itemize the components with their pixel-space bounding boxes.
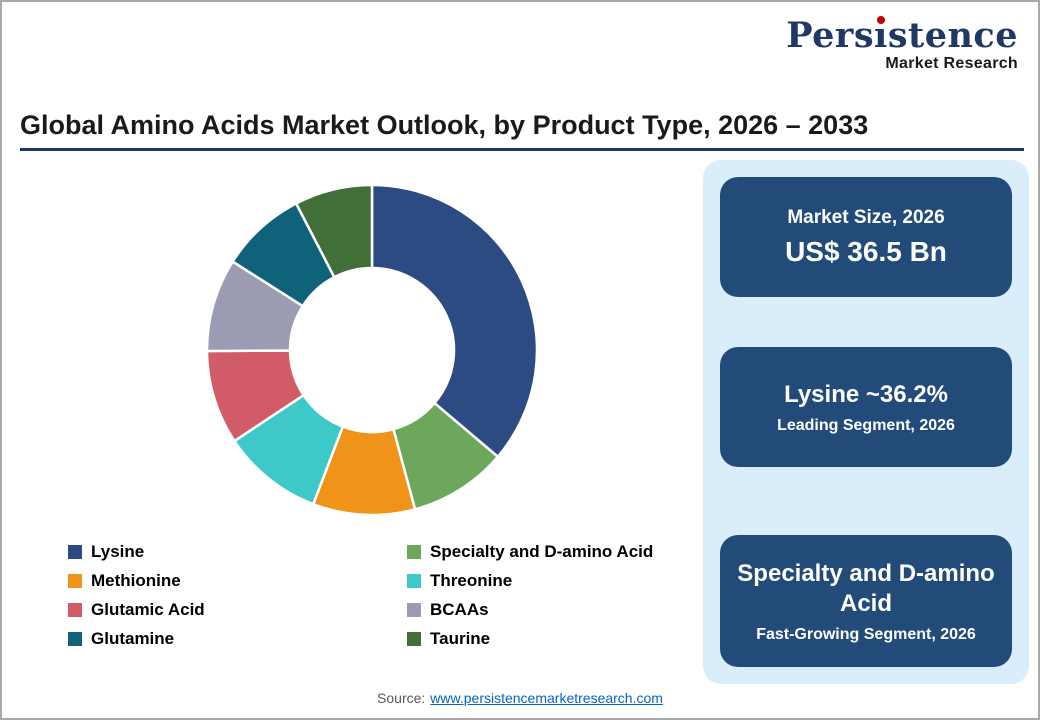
title-underline [20, 148, 1024, 151]
legend: Lysine Specialty and D-amino Acid Methioni… [68, 541, 653, 649]
highlight-value: US$ 36.5 Bn [785, 235, 947, 267]
donut-chart [205, 183, 539, 517]
legend-label: Specialty and D-amino Acid [430, 541, 654, 561]
legend-swatch [407, 544, 421, 559]
legend-item: Glutamine [68, 628, 407, 649]
legend-label: Taurine [430, 628, 491, 648]
donut-chart-container [204, 182, 540, 518]
legend-item: Specialty and D-amino Acid [407, 541, 653, 562]
highlight-subtitle: Fast-Growing Segment, 2026 [756, 625, 976, 643]
legend-swatch [407, 631, 421, 646]
legend-item: Lysine [68, 541, 407, 562]
legend-label: Lysine [91, 541, 145, 561]
highlight-subtitle: Leading Segment, 2026 [777, 416, 955, 434]
legend-label: Glutamic Acid [91, 599, 205, 619]
source-line: Source: www.persistencemarketresearch.com [2, 690, 1038, 706]
legend-item: Methionine [68, 570, 407, 591]
legend-label: BCAAs [430, 599, 489, 619]
highlight-title: Market Size, 2026 [787, 206, 945, 228]
legend-swatch [68, 544, 82, 559]
highlight-card: Specialty and D-amino Acid Fast-Growing … [720, 535, 1012, 667]
highlight-card: Lysine ~36.2% Leading Segment, 2026 [720, 347, 1012, 467]
legend-swatch [68, 631, 82, 646]
page-title: Global Amino Acids Market Outlook, by Pr… [20, 110, 869, 140]
legend-label: Methionine [91, 570, 181, 590]
logo-subtitle: Market Research [885, 55, 1018, 72]
highlight-title: Lysine ~36.2% [784, 380, 948, 408]
legend-item: Threonine [407, 570, 653, 591]
source-label: Source: [377, 690, 426, 706]
logo: Persıstence Market Research [786, 18, 1018, 72]
logo-brand: Persıstence [786, 15, 1018, 56]
legend-swatch [407, 573, 421, 588]
highlight-panel: Market Size, 2026 US$ 36.5 Bn Lysine ~36… [703, 160, 1029, 684]
donut-segment-lysine [370, 183, 539, 459]
highlight-title: Specialty and D-amino Acid [737, 559, 995, 617]
legend-swatch [68, 602, 82, 617]
legend-item: BCAAs [407, 599, 653, 620]
legend-swatch [68, 573, 82, 588]
legend-item: Glutamic Acid [68, 599, 407, 620]
legend-swatch [407, 602, 421, 617]
legend-label: Threonine [430, 570, 513, 590]
highlight-card: Market Size, 2026 US$ 36.5 Bn [720, 177, 1012, 297]
legend-item: Taurine [407, 628, 653, 649]
donut-segment-taurine [294, 183, 374, 279]
source-link[interactable]: www.persistencemarketresearch.com [430, 690, 663, 706]
legend-label: Glutamine [91, 628, 175, 648]
